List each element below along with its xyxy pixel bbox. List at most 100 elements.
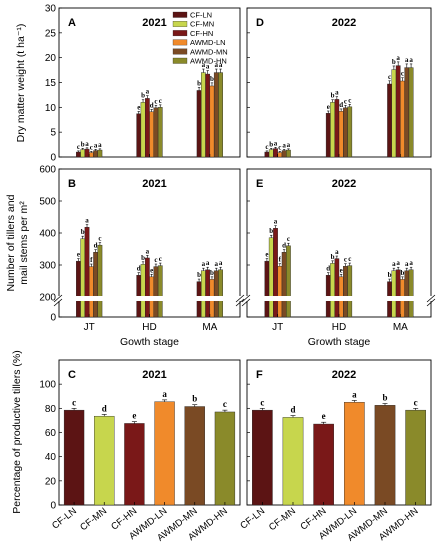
legend-swatch — [172, 11, 188, 18]
panel-f-bar — [252, 409, 273, 506]
panel-e-bar — [408, 269, 414, 318]
panel-c-bar — [124, 423, 145, 506]
panel-e-sig-letter: e — [340, 266, 343, 274]
panel-f-xtick-label: CF-LN — [238, 506, 267, 532]
panel-e-sig-letter: a — [405, 260, 409, 268]
panel-a-bar — [140, 102, 146, 158]
panel-a-ytick-label: 5 — [50, 128, 56, 139]
panel-d-bar — [338, 111, 344, 158]
panel-b-bar — [213, 270, 219, 318]
panel-a-bar — [97, 149, 103, 158]
panel-b-ylabel-line2: mail stems per m² — [18, 201, 30, 285]
panel-d-sig-letter: c — [344, 97, 347, 105]
panel-d-sig-letter: c — [388, 73, 391, 81]
panel-c-bar — [214, 411, 236, 506]
panel-e-sig-letter: a — [409, 259, 413, 267]
panel-e-sig-letter: b — [331, 253, 335, 261]
panel-e-bar — [277, 266, 283, 318]
legend-label: AWMD-HN — [190, 57, 227, 66]
panel-d-sig-letter: c — [401, 70, 404, 78]
panel-b-break-mark — [53, 294, 63, 303]
panel-c-sig-letter: a — [162, 389, 167, 399]
panel-b-bar — [201, 270, 206, 318]
panel-e-sig-letter: a — [392, 260, 396, 268]
panel-a-bar — [93, 150, 98, 158]
panel-e-axis-break — [245, 296, 433, 301]
panel-a-bar — [149, 111, 155, 158]
panel-b-axis-break — [57, 296, 242, 301]
panel-e-bar — [404, 270, 410, 318]
panel-e-sig-letter: d — [326, 265, 330, 273]
panel-e-sig-letter: b — [269, 227, 273, 235]
panel-a-ytick-label: 0 — [50, 153, 56, 164]
legend-label: CF-LN — [190, 11, 212, 20]
panel-e-bar — [264, 260, 270, 318]
panel-c-ytick-label: 60 — [45, 428, 57, 439]
panel-f-bar — [374, 405, 396, 506]
panel-c-bar — [94, 415, 115, 506]
panel-b-sig-letter: c — [98, 235, 101, 243]
panel-b-ytick-label: 200 — [39, 293, 56, 304]
panel-d-sig-letter: a — [396, 54, 400, 62]
panel-d-bar — [347, 106, 353, 158]
panel-e-xtick-label: MA — [393, 322, 408, 333]
panel-b-bar — [144, 257, 150, 318]
panel-f-bar — [344, 402, 365, 506]
panel-a-bar — [153, 107, 159, 158]
panel-c-year: 2021 — [142, 369, 166, 381]
legend-swatch — [172, 21, 188, 27]
panel-a-sig-letter: b — [141, 92, 145, 100]
panel-e-bar — [330, 263, 335, 318]
panel-d-sig-letter: c — [348, 96, 351, 104]
panel-e-sig-letter: b — [401, 269, 405, 277]
panel-d-bar — [281, 150, 287, 158]
panel-d-sig-letter: a — [335, 89, 339, 97]
panel-c-frame — [58, 359, 241, 506]
panel-a-sig-letter: a — [146, 88, 150, 96]
panel-b-bar — [140, 264, 146, 318]
panel-a-sig-letter: a — [215, 61, 219, 69]
panel-a-year: 2021 — [142, 17, 166, 29]
panel-b-sig-letter: d — [94, 242, 98, 250]
panel-d-sig-letter: a — [287, 141, 291, 149]
panel-e-bar — [391, 270, 397, 318]
panel-e-bar — [395, 269, 401, 318]
panel-d-sig-letter: a — [274, 139, 278, 147]
panel-e-sig-letter: c — [344, 256, 347, 264]
panel-e-break-mark — [426, 298, 436, 307]
panel-a-bar — [76, 151, 81, 158]
panel-e-bar — [268, 237, 274, 318]
legend-swatch — [172, 57, 188, 64]
panel-c-bar — [154, 401, 175, 506]
panel-a-bar — [88, 152, 94, 158]
panel-b-bar — [97, 244, 103, 318]
panel-d-bar — [400, 80, 405, 158]
panel-f-sig-letter: c — [260, 397, 264, 407]
panel-b-bar — [76, 260, 81, 318]
legend-label: CF-MN — [190, 20, 214, 29]
panel-a-letter: A — [68, 17, 76, 29]
panel-e-sig-letter: d — [282, 242, 286, 250]
panel-b-ytick-label: 400 — [39, 229, 56, 240]
panel-c-ytick-label: 0 — [50, 501, 56, 512]
panel-b-bar — [157, 265, 163, 318]
panel-d-bar — [264, 151, 270, 158]
panel-b-sig-letter: e — [150, 266, 153, 274]
panel-e-sig-letter: c — [348, 255, 351, 263]
panel-d-bar — [391, 69, 397, 158]
panel-e-sig-letter: a — [396, 259, 400, 267]
panel-d-bar — [268, 149, 274, 158]
panel-e-bar — [286, 245, 291, 318]
panel-e-year: 2022 — [332, 178, 356, 190]
panel-a-bar — [196, 90, 202, 158]
panel-c-letter: C — [68, 369, 76, 381]
panel-a-ytick-label: 10 — [45, 103, 57, 114]
panel-f-frame — [246, 359, 432, 506]
panel-f-sig-letter: d — [290, 405, 295, 415]
panel-f-sig-letter: a — [352, 389, 357, 399]
panel-b-letter: B — [68, 178, 76, 190]
panel-d-bar — [408, 67, 414, 158]
panel-b-sig-letter: b — [141, 254, 145, 262]
panel-a-sig-letter: a — [219, 61, 223, 69]
